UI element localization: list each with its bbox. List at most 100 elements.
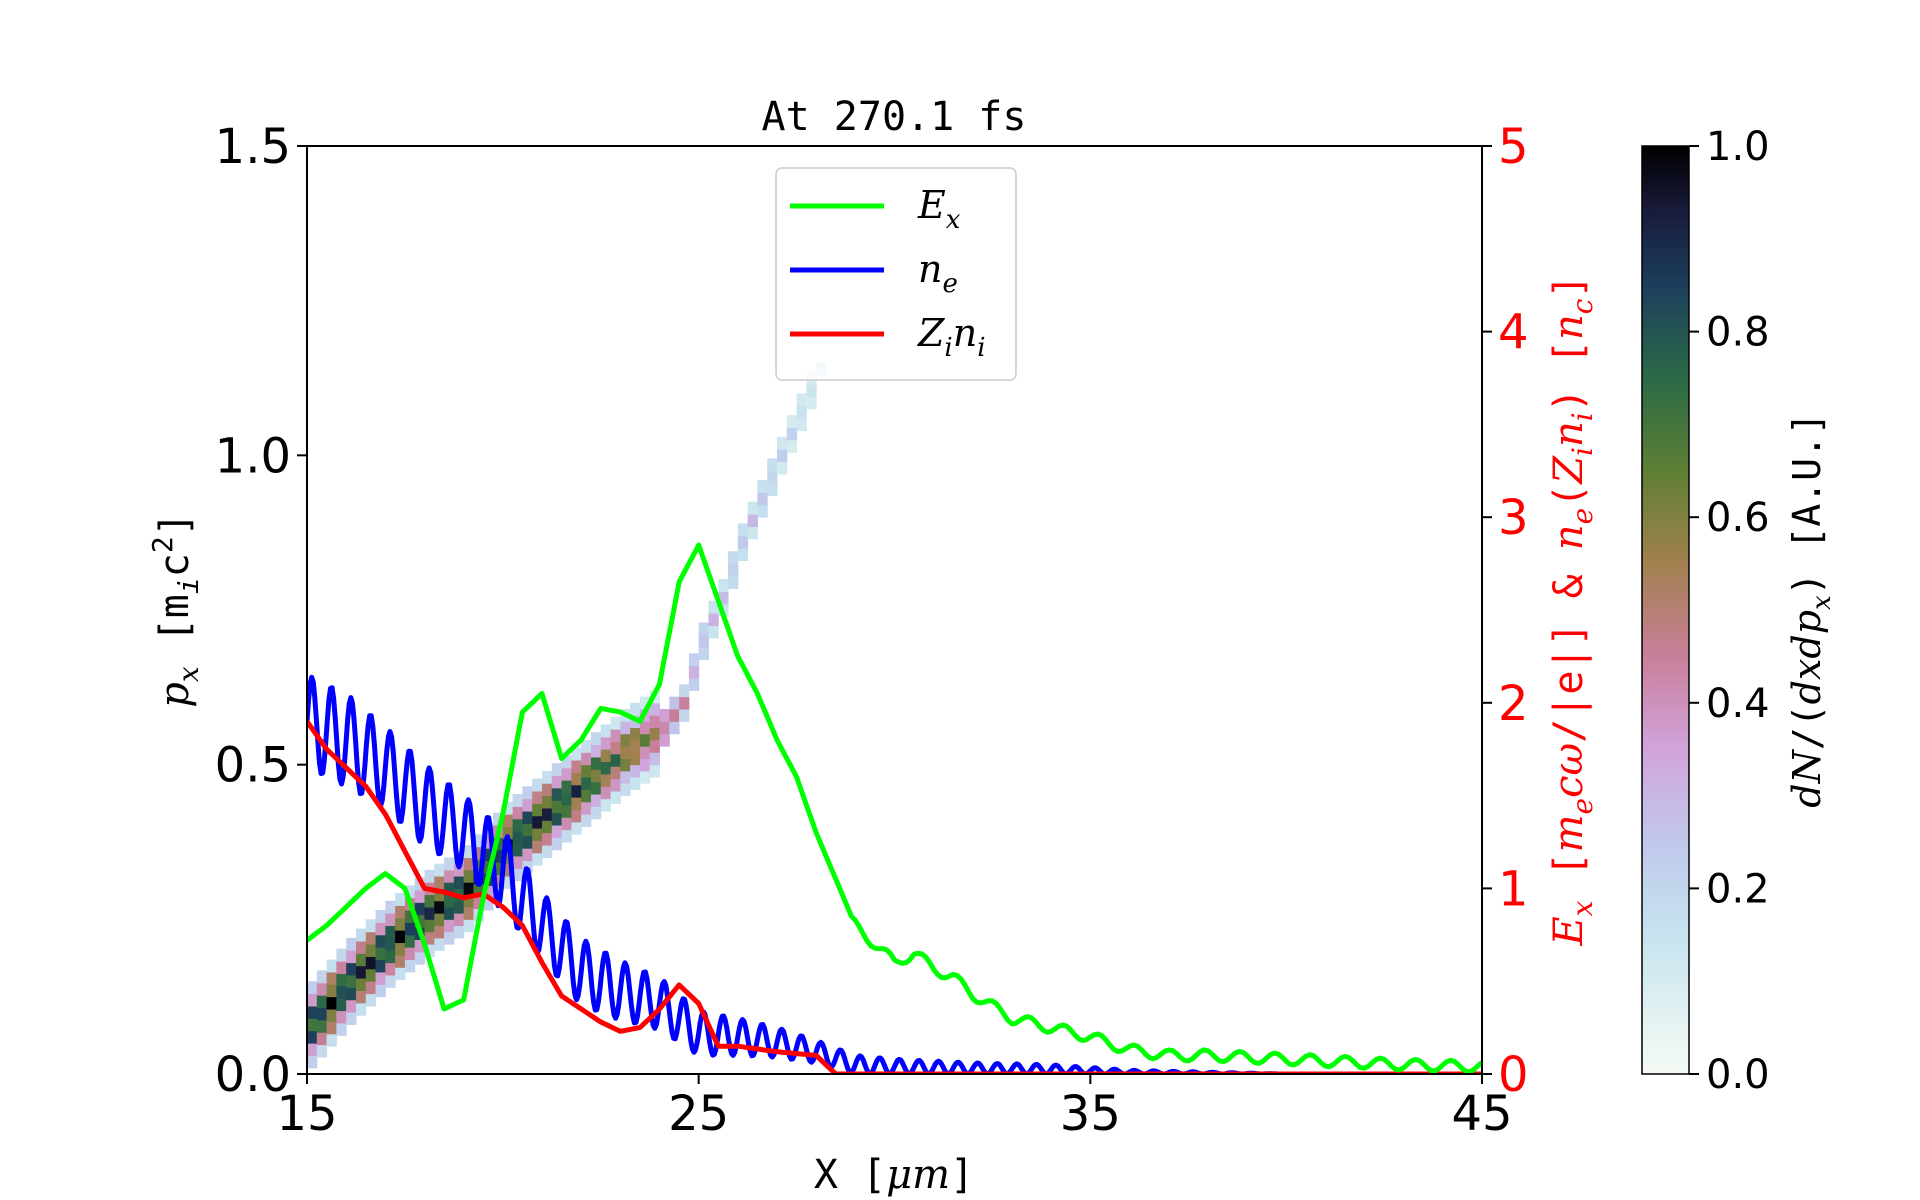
heatmap-cell [679,684,690,698]
heatmap-cell [444,869,455,883]
heatmap-cell [395,905,406,919]
legend-label-ex: Ex [917,183,961,235]
heatmap-cell [326,1033,337,1047]
heatmap-cell [551,812,563,826]
heatmap-cell [307,1005,318,1019]
heatmap-cell [493,874,504,888]
heatmap-cell [532,790,543,804]
heatmap-cell [522,786,533,800]
heatmap-cell [786,439,798,453]
right-tick-label: 1 [1498,861,1529,917]
heatmap-cell [434,925,445,939]
heatmap-cell [375,984,386,998]
heatmap-cell [757,504,768,518]
heatmap-cell [395,954,406,968]
heatmap-cell [473,846,484,860]
heatmap-cell [571,784,582,798]
heatmap-cell [424,944,435,957]
heatmap-cell [551,787,563,801]
heatmap-cell [307,1018,318,1032]
heatmap-cell [434,863,445,877]
colorbar: 0.0 0.2 0.4 0.6 0.8 1.0 dN/(dxdpx) [A.U.] [1641,124,1837,1098]
heatmap-cell [355,928,367,942]
x-tick-label: 35 [1060,1086,1121,1142]
heatmap-cell [786,415,798,428]
heatmap-cell [806,384,817,398]
heatmap-cell [796,405,807,419]
heatmap-cell [659,708,670,722]
legend: Ex ne Zini [775,167,1017,381]
x-tick-label: 25 [668,1086,729,1142]
heatmap-cell [444,919,455,933]
heatmap-cell [434,876,445,889]
heatmap-cell [718,591,729,605]
heatmap-cell [610,766,621,780]
heatmap-cell [532,852,543,866]
heatmap-cell [610,790,621,804]
heatmap-cell [346,987,357,1001]
heatmap-cell [326,984,337,998]
heatmap-cell [483,835,494,849]
heatmap-cell [581,777,592,790]
x-axis-label: X [μm] [814,1152,974,1198]
heatmap-cell [600,761,612,775]
heatmap-cell [346,1012,357,1026]
left-axis-label: px [mic2] [146,512,205,708]
heatmap-cell [777,461,788,475]
heatmap-cell [307,981,318,995]
heatmap-cell [639,746,651,759]
heatmap-cell [375,910,386,923]
heatmap-cell [630,739,641,753]
heatmap-cell [669,696,680,710]
heatmap-cell [522,823,533,837]
legend-box [775,167,1017,381]
heatmap-cell [542,820,553,834]
heatmap-cell [444,882,455,896]
heatmap-cell [542,807,553,821]
heatmap-cell [659,733,670,747]
heatmap-cell [385,962,396,976]
heatmap-cell [600,798,612,812]
heatmap-cell [522,835,533,849]
heatmap-cell [630,702,641,716]
colorbar-tick-label: 0.8 [1706,310,1770,356]
heatmap-cell [346,962,357,976]
heatmap-cell [728,551,739,565]
heatmap-cell [424,906,435,920]
series-lines [307,542,1482,1074]
heatmap-cell [698,634,709,648]
heatmap-cell [551,837,563,851]
heatmap-cell [590,769,602,783]
heatmap-cell [365,981,377,995]
heatmap-cell [551,824,563,838]
heatmap-cell [590,781,602,795]
heatmap-cell [395,942,406,956]
heatmap-cell [375,971,386,985]
heatmap-cell [336,948,347,962]
heatmap-cell [502,814,514,828]
heatmap-cell [463,906,474,920]
heatmap-cell [571,821,582,835]
heatmap-cell [444,894,455,908]
colorbar-gradient [1641,145,1690,1075]
chart-title: At 270.1 fs [762,94,1027,140]
heatmap-cell [620,758,631,772]
heatmap-cell [610,753,621,767]
heatmap-cell [365,931,377,945]
right-tick-label: 5 [1498,119,1529,175]
colorbar-label: dN/(dxdpx) [A.U.] [1785,412,1837,807]
heatmap-cell [767,483,778,497]
heatmap-cell [463,894,474,908]
heatmap-cell [493,849,504,863]
heatmap-cell [424,931,435,945]
heatmap-cell [669,708,680,722]
heatmap-cell [522,798,533,812]
heatmap-cell [316,970,328,984]
heatmap-cell [375,959,386,973]
right-tick-label: 2 [1498,676,1529,732]
heatmap-cell [316,1007,328,1021]
heatmap-cell [453,900,465,914]
heatmap-cell [414,939,425,953]
heatmap-cell [590,732,602,746]
heatmap-cell [365,993,377,1007]
